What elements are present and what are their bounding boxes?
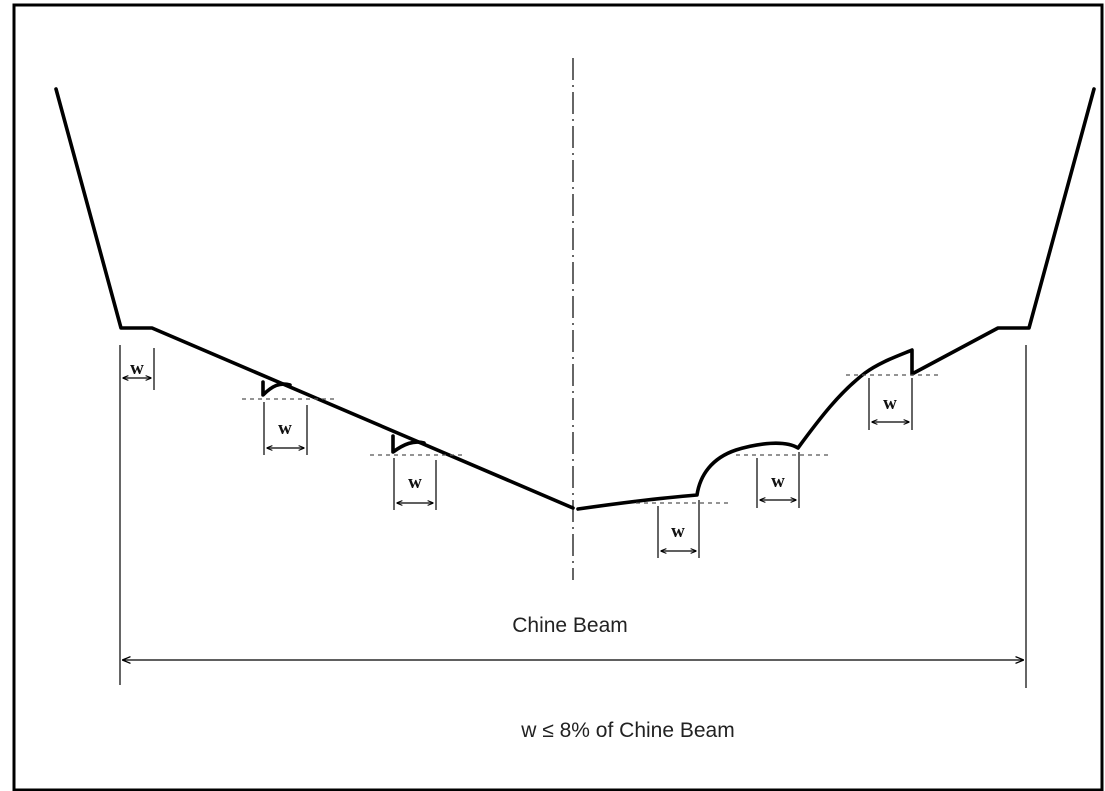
left-step-lower: [391, 434, 426, 454]
chine-beam-label: Chine Beam: [512, 614, 628, 637]
hull-left-side: [54, 87, 575, 510]
w-label: w: [883, 393, 897, 414]
rule-caption: w ≤ 8% of Chine Beam: [520, 719, 734, 742]
left-step-upper: [261, 380, 292, 397]
w-label: w: [408, 472, 422, 493]
w-dimension-right-middle-step: w: [736, 452, 830, 508]
w-label: w: [130, 358, 144, 379]
w-label: w: [278, 418, 292, 439]
w-dimension-right-lower-step: w: [636, 500, 730, 558]
w-dimension-left-upper-step: w: [242, 398, 336, 455]
hull-right-side: [576, 87, 1096, 511]
diagram-frame: [12, 3, 1104, 791]
w-label: w: [771, 471, 785, 492]
w-label: w: [671, 521, 685, 542]
w-dimension-left-lower-step: w: [370, 454, 466, 510]
w-dimension-right-upper-step: w: [846, 374, 942, 430]
w-dimension-chine-left: w: [123, 348, 155, 390]
